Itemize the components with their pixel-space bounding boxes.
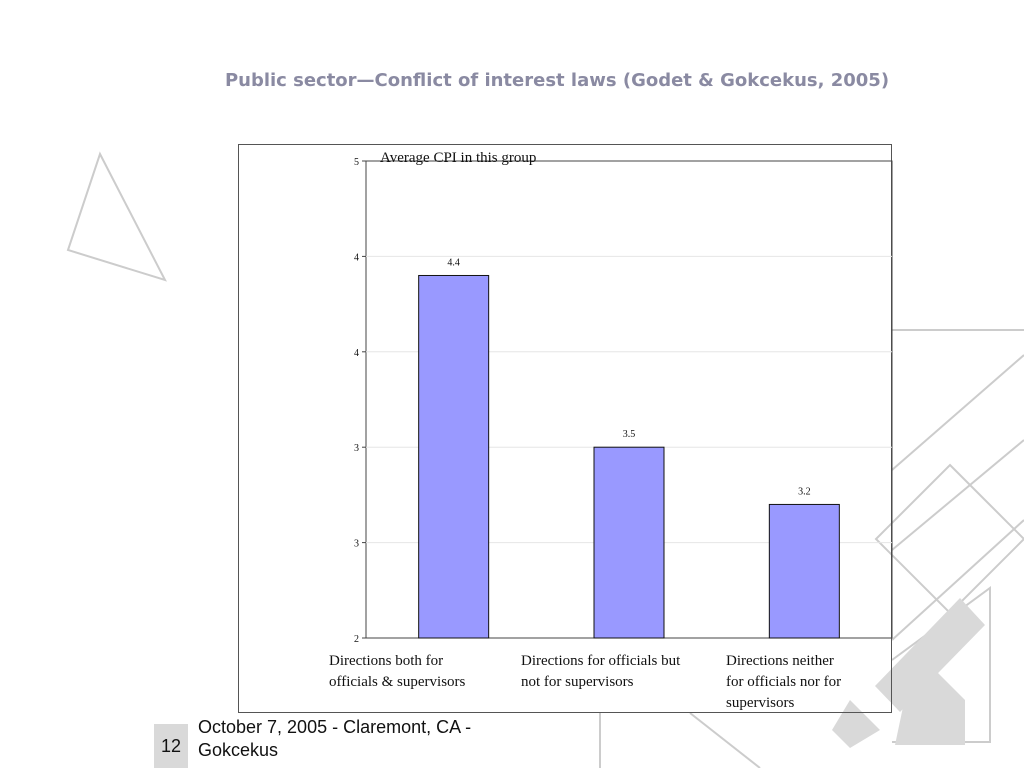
decor-line xyxy=(891,439,1024,551)
category-label: officials & supervisors xyxy=(329,674,466,690)
bar-chart: 5 4 4 3 3 2 Average CPI in this group 4.4 3.5 3.2… xyxy=(329,150,893,711)
decor-block xyxy=(875,598,985,712)
decor-block xyxy=(895,650,965,745)
data-label: 3.2 xyxy=(798,486,811,497)
decor-line xyxy=(891,519,1024,641)
chart-title: Average CPI in this group xyxy=(380,150,536,166)
category-label: Directions both for xyxy=(329,653,443,669)
decor-line xyxy=(689,712,761,768)
y-tick-label: 4 xyxy=(354,252,359,263)
category-label: for officials nor for xyxy=(726,674,841,690)
decor-line xyxy=(891,354,1024,471)
y-tick-label: 4 xyxy=(354,348,359,359)
footer-text: October 7, 2005 - Claremont, CA - Gokcek… xyxy=(198,717,472,760)
bar xyxy=(418,274,490,639)
slide-title: Public sector—Conflict of interest laws … xyxy=(224,70,890,91)
category-label: Directions for officials but xyxy=(521,653,681,669)
bar xyxy=(768,503,840,639)
bar xyxy=(593,446,665,639)
page-number: 12 xyxy=(154,724,188,768)
data-label: 3.5 xyxy=(623,429,636,440)
data-label: 4.4 xyxy=(447,257,460,268)
category-label: supervisors xyxy=(726,695,794,711)
chart-frame: 5 4 4 3 3 2 Average CPI in this group 4.4 3.5 3.2… xyxy=(238,144,893,713)
y-tick-label: 3 xyxy=(354,539,359,550)
category-label: not for supervisors xyxy=(521,674,634,690)
y-tick-label: 5 xyxy=(354,157,359,168)
y-tick-label: 3 xyxy=(354,443,359,454)
category-label: Directions neither xyxy=(726,653,834,669)
y-tick-label: 2 xyxy=(354,634,359,645)
decor-triangle xyxy=(66,151,167,282)
